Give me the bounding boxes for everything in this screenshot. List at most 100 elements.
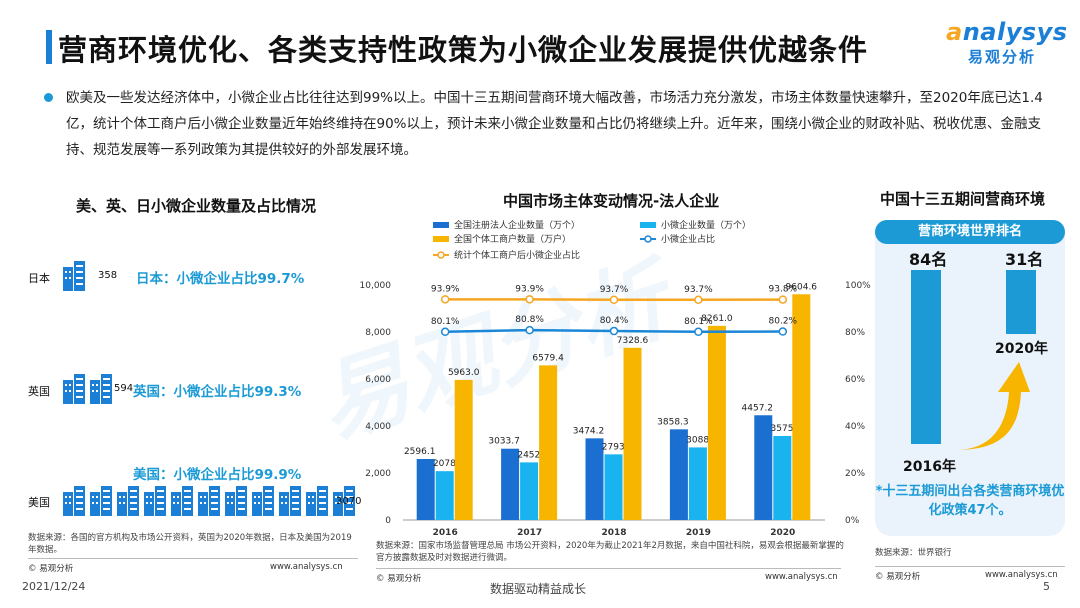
analysys-logo: analysys 易观分析 [946,18,1067,70]
bar-data-label: 3858.3 [657,417,689,427]
building-icon [170,486,194,516]
x-tick-label: 2016 [433,528,458,538]
country-value-usa: 3070 [336,496,362,507]
building-icon [143,486,167,516]
line-data-label: 80.1% [684,317,713,327]
bar-data-label: 3474.2 [573,426,605,436]
y-tick-label: 8,000 [365,328,391,338]
bar-1 [669,429,688,520]
rank-2020: 31名 [1005,250,1044,269]
ratio-uk: 英国：小微企业占比99.3% [133,384,302,400]
y2-tick-label: 20% [845,469,865,479]
bar-data-label: 2596.1 [404,447,436,457]
left-footer-divider [28,558,358,559]
left-footer-site: www.analysys.cn [270,562,343,572]
line-data-label: 93.7% [600,285,629,295]
rank-2016: 84名 [909,250,948,269]
line-data-label: 80.1% [431,317,460,327]
line-point [525,325,534,335]
page-number: 5 [1043,580,1050,593]
bullet-icon [44,93,53,102]
logo-wordmark: analysys [946,18,1068,46]
bar-data-label: 6579.4 [532,353,564,363]
bar-data-label: 2452.1 [517,450,549,460]
building-icon [89,374,113,404]
country-label-usa: 美国 [28,496,50,509]
building-icon [278,486,302,516]
y2-tick-label: 40% [845,422,865,432]
bar-data-label: 5963.0 [448,368,480,378]
ranking-card: 营商环境世界排名 84名 31名 2020年 2016年 *十三五期间出台各类营… [875,220,1065,536]
chart-title: 中国市场主体变动情况-法人企业 [503,192,720,210]
bar-data-label: 2793.6 [602,442,634,452]
building-icon [197,486,221,516]
line-data-label: 93.7% [684,285,713,295]
country-label-uk: 英国 [28,385,50,398]
legend-label: 全国注册法人企业数量（万个） [454,219,580,231]
legend-marker [437,251,445,259]
legend-label: 统计个体工商户后小微企业占比 [454,249,580,261]
legend-swatch [433,222,449,228]
y-tick-label: 2,000 [365,469,391,479]
building-icon [332,486,356,516]
intro-paragraph: 欧美及一些发达经济体中，小微企业占比往往达到99%以上。中国十三五期间营商环境大… [44,85,1054,163]
ranking-card-title: 营商环境世界排名 [875,220,1065,244]
bar-3 [454,379,473,520]
y-tick-label: 4,000 [365,422,391,432]
legend-label: 小微企业数量（万个） [661,219,751,231]
right-source-note: 数据来源：世界银行 [875,548,952,558]
line-data-label: 93.8% [769,285,798,295]
ratio-japan: 日本：小微企业占比99.7% [136,271,305,287]
bar-1 [501,448,520,520]
intro-text: 欧美及一些发达经济体中，小微企业占比往往达到99%以上。中国十三五期间营商环境大… [66,90,1043,158]
x-tick-label: 2020 [770,528,795,538]
y2-tick-label: 60% [845,375,865,385]
bar-data-label: 9604.6 [786,282,818,292]
y2-tick-label: 80% [845,328,865,338]
line-point [694,327,703,337]
left-source-note: 数据来源：各国的官方机构及市场公开资料，英国为2020年数据，日本及美国为201… [28,533,352,555]
bar-data-label: 8261.0 [701,314,733,324]
bar-2 [773,435,792,520]
bar-2 [604,454,623,520]
x-tick-label: 2018 [601,528,626,538]
bar-data-label: 2078.3 [433,459,465,469]
year-2016-label: 2016年 [903,459,956,475]
footer-slogan: 数据驱动精益成长 [490,582,587,596]
footer-date: 2021/12/24 [22,580,86,593]
right-footer-brand: © 易观分析 [875,572,921,582]
bar-3 [792,294,811,520]
y-tick-label: 0 [385,516,391,526]
bar-data-label: 7328.6 [617,336,649,346]
legend-swatch [433,236,449,242]
line-data-label: 93.9% [431,284,460,294]
bar-2 [520,462,539,520]
chart-footer-brand: © 易观分析 [376,574,422,584]
legend-swatch [640,222,656,228]
country-value-uk: 594 [114,383,134,394]
bar-2 [688,447,707,520]
x-tick-label: 2019 [686,528,711,538]
building-icon [305,486,329,516]
line-point [609,326,619,336]
y-tick-label: 10,000 [360,281,392,291]
market-entity-chart: 全国注册法人企业数量（万个） 小微企业数量（万个） 全国个体工商户数量（万户） 小微企… [360,219,872,538]
line-point [778,327,788,336]
building-icon [224,486,248,516]
year-2020-label: 2020年 [995,341,1048,357]
bar-data-label: 3575.5 [771,424,803,434]
bar-3 [539,365,558,520]
chart-footer-site: www.analysys.cn [765,572,838,582]
building-icon [62,486,86,516]
building-icon [251,486,275,516]
building-icon [89,486,113,516]
x-tick-label: 2017 [517,528,542,538]
title-accent-bar [46,30,52,64]
logo-cn-text: 易观分析 [968,48,1037,66]
left-footer-brand: © 易观分析 [28,564,74,574]
line-point [609,295,619,305]
legend-label: 全国个体工商户数量（万户） [454,233,571,245]
bar-3 [623,347,642,520]
line-data-label: 80.4% [600,316,629,326]
country-label-japan: 日本 [28,272,50,285]
